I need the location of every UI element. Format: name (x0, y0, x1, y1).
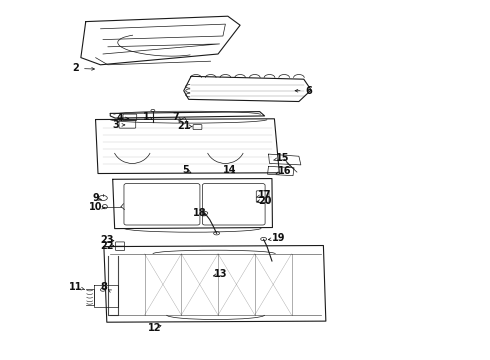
Text: 22: 22 (100, 240, 114, 251)
Text: 11: 11 (69, 282, 83, 292)
Text: 2: 2 (73, 63, 79, 73)
Text: 15: 15 (275, 153, 289, 163)
Text: 8: 8 (100, 282, 107, 292)
Text: 12: 12 (148, 323, 162, 333)
Text: 19: 19 (271, 233, 285, 243)
Text: 7: 7 (172, 112, 179, 122)
Text: 1: 1 (143, 112, 149, 122)
Text: 23: 23 (100, 235, 114, 245)
Text: 20: 20 (258, 195, 271, 206)
Text: 6: 6 (305, 86, 312, 96)
Text: 13: 13 (214, 269, 227, 279)
Text: 4: 4 (117, 113, 123, 123)
Text: 17: 17 (258, 190, 271, 200)
Text: 21: 21 (177, 121, 191, 131)
Text: 18: 18 (193, 208, 207, 219)
Text: 5: 5 (182, 165, 189, 175)
Text: 14: 14 (222, 165, 236, 175)
Text: 9: 9 (93, 193, 99, 203)
Text: 16: 16 (277, 166, 291, 176)
Text: 10: 10 (89, 202, 103, 212)
Text: 3: 3 (112, 120, 119, 130)
